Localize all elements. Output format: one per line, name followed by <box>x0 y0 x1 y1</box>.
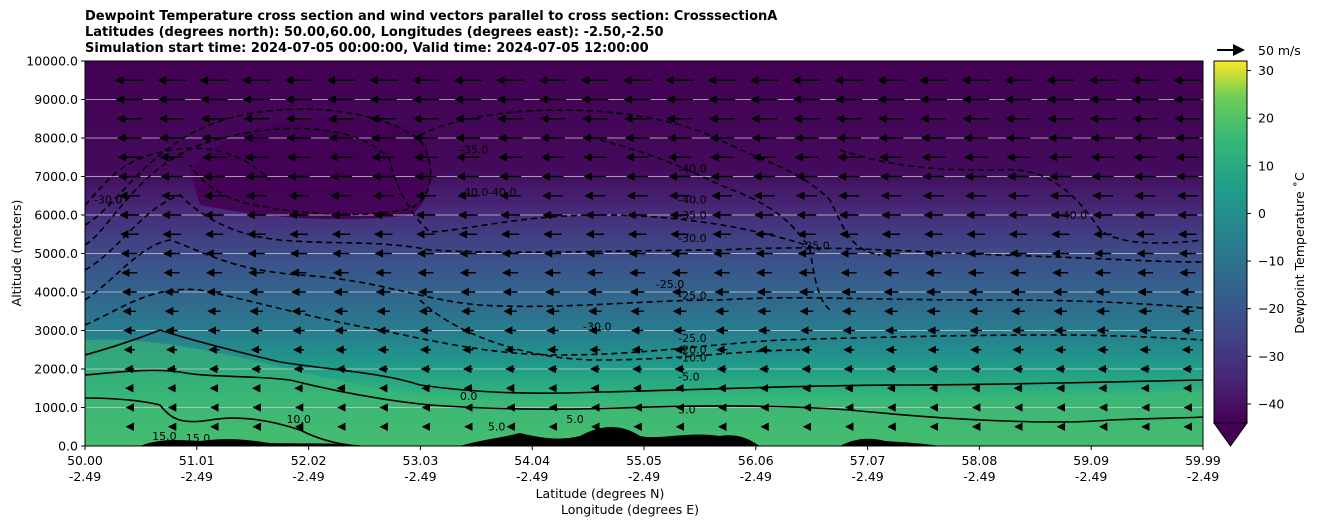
contour-line-negative <box>85 127 821 251</box>
x-tick-label-lat: 53.03 <box>403 453 439 468</box>
contour-label: -35.0 <box>460 143 488 156</box>
contour-label: -5.0 <box>678 371 699 384</box>
x-tick-label-lat: 54.04 <box>514 453 550 468</box>
y-tick-label: 5000.0 <box>34 246 78 261</box>
y-tick-label: 8000.0 <box>34 131 78 146</box>
x-tick-label-lat: 52.02 <box>291 453 327 468</box>
contour-label: -30.0 <box>583 321 611 334</box>
contour-line-negative <box>599 139 831 311</box>
title-line-2: Latitudes (degrees north): 50.00,60.00, … <box>85 25 664 40</box>
colorbar-tick-label: −10 <box>1258 254 1284 269</box>
contour-line-negative <box>419 109 881 256</box>
contour-label: -40.0 <box>460 186 488 199</box>
colorbar-tick-label: −40 <box>1258 396 1284 411</box>
x-tick-label-lon: -2.49 <box>628 469 660 484</box>
contour-label: -25.0 <box>678 332 706 345</box>
contour-label: -40.0 <box>678 193 706 206</box>
x-axis-label-lat: Latitude (degrees N) <box>536 486 665 501</box>
y-tick-label: 3000.0 <box>34 323 78 338</box>
contour-line-negative <box>419 299 801 361</box>
x-tick-label-lon: -2.49 <box>69 469 101 484</box>
colorbar-extend-min <box>1213 422 1248 447</box>
y-tick-label: 4000.0 <box>34 285 78 300</box>
colorbar-tick-label: 30 <box>1258 63 1274 78</box>
x-tick-label-lat: 59.99 <box>1185 453 1221 468</box>
contour-label: -20.0 <box>678 344 706 357</box>
contour-line-positive <box>85 329 1203 394</box>
colorbar-ticks: 30 20 10 0 −10 −20 −30 −40 <box>1247 63 1284 411</box>
x-tick-label-lon: -2.49 <box>1187 469 1219 484</box>
contour-label: -30.0 <box>678 232 706 245</box>
contour-label: -40.0 <box>1059 209 1087 222</box>
terrain <box>85 426 940 446</box>
y-tick-label: 0.0 <box>58 439 78 454</box>
contour-label: 0.0 <box>460 390 478 403</box>
wind-vectors <box>115 76 1202 431</box>
contour-label: 5.0 <box>488 421 506 434</box>
x-tick-label-lon: -2.49 <box>516 469 548 484</box>
colorbar-tick-label: −20 <box>1258 301 1284 316</box>
contour-label: -35.0 <box>678 209 706 222</box>
x-tick-label-lat: 59.09 <box>1073 453 1109 468</box>
contour-line-negative <box>85 194 1203 271</box>
contour-line-negative <box>85 108 432 226</box>
title-line-3: Simulation start time: 2024-07-05 00:00:… <box>85 41 649 56</box>
x-tick-label-lat: 58.08 <box>962 453 998 468</box>
contour-label: -25.0 <box>801 240 829 253</box>
colorbar <box>1213 60 1248 424</box>
x-tick-label-lon: -2.49 <box>404 469 436 484</box>
x-tick-label-lon: -2.49 <box>851 469 883 484</box>
y-tick-label: 6000.0 <box>34 208 78 223</box>
colorbar-tick-label: 0 <box>1258 206 1266 221</box>
contour-line-negative <box>85 147 271 206</box>
contour-labels: -30.0-35.0-40.0 -40.0-40.0-40.0-35.0-30.0… <box>94 143 1087 445</box>
x-axis-ticks: 50.00-2.4951.01-2.4952.02-2.4953.03-2.49… <box>67 446 1221 484</box>
y-tick-label: 9000.0 <box>34 92 78 107</box>
colorbar-tick-label: −30 <box>1258 349 1284 364</box>
y-tick-label: 1000.0 <box>34 400 78 415</box>
x-axis-label-lon: Longitude (degrees E) <box>561 502 699 517</box>
colorbar-tick-label: 10 <box>1258 158 1274 173</box>
x-tick-label-lat: 50.00 <box>67 453 103 468</box>
contour-line-negative <box>85 239 1203 309</box>
contour-label: -10.0 <box>678 351 706 364</box>
x-tick-label-lon: -2.49 <box>1075 469 1107 484</box>
y-tick-label: 10000.0 <box>26 54 78 69</box>
x-tick-label-lon: -2.49 <box>181 469 213 484</box>
y-tick-label: 2000.0 <box>34 362 78 377</box>
colorbar-label: Dewpoint Temperature ˚C <box>1292 172 1307 334</box>
contour-label: -30.0 <box>94 193 122 206</box>
contour-line-positive <box>85 397 361 446</box>
contour-label: -25.0 <box>678 290 706 303</box>
quiver-key-label: 50 m/s <box>1258 43 1301 58</box>
x-tick-label-lon: -2.49 <box>963 469 995 484</box>
contour-label: 5.0 <box>678 403 696 416</box>
title-line-1: Dewpoint Temperature cross section and w… <box>85 9 778 24</box>
contour-label: -40.0 <box>678 163 706 176</box>
x-tick-label-lat: 51.01 <box>179 453 215 468</box>
y-tick-label: 7000.0 <box>34 169 78 184</box>
contour-label: 5.0 <box>566 413 584 426</box>
contour-label: 15.0 <box>152 430 177 443</box>
x-tick-label-lat: 57.07 <box>850 453 886 468</box>
x-tick-label-lon: -2.49 <box>740 469 772 484</box>
x-tick-label-lat: 55.05 <box>626 453 662 468</box>
x-tick-label-lat: 56.06 <box>738 453 774 468</box>
contour-label: -40.0 <box>488 186 516 199</box>
y-axis-ticks: 0.0 1000.0 2000.0 3000.0 4000.0 5000.0 6000.0 7… <box>26 54 85 454</box>
x-tick-label-lon: -2.49 <box>292 469 324 484</box>
contour-label: 10.0 <box>286 413 311 426</box>
moist-surface-region <box>85 339 1203 446</box>
colorbar-tick-label: 20 <box>1258 111 1274 126</box>
contour-line-negative <box>839 149 1203 244</box>
contour-label: -25.0 <box>656 278 684 291</box>
y-axis-label: Altitude (meters) <box>9 200 24 307</box>
